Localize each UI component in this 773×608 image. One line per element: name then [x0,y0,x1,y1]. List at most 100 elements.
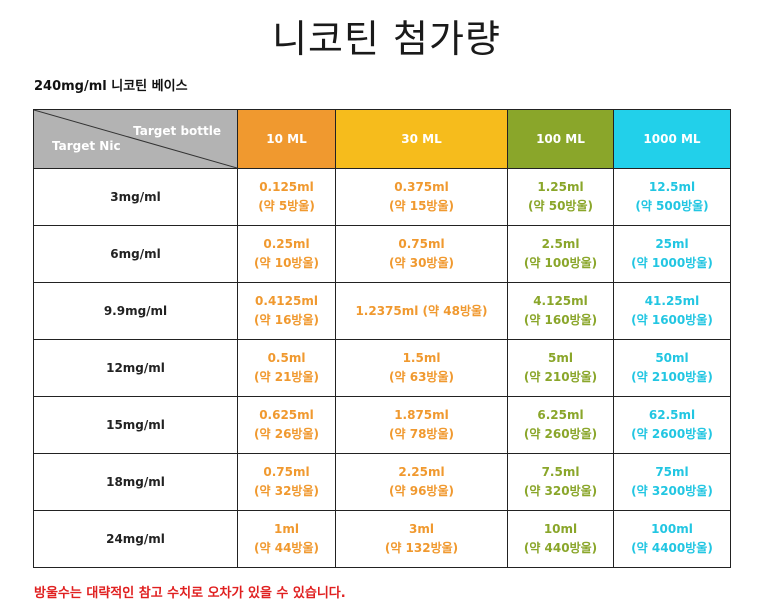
corner-header-cell: Target bottle Target Nic [33,109,238,169]
dose-amount: 1ml [274,522,299,536]
drop-count: (약 100방울) [523,256,598,270]
dose-cell: 0.4125ml (약 16방울) [237,282,336,340]
dose-amount: 0.625ml [259,408,314,422]
nicotine-table: Target bottle Target Nic 10 ML 30 ML 100… [33,109,731,568]
dose-cell: 75ml (약 3200방울) [613,453,731,511]
dose-cell: 2.25ml (약 96방울) [335,453,508,511]
dose-amount: 7.5ml [541,465,580,479]
drop-count: (약 21방울) [254,370,319,384]
drop-count: (약 32방울) [254,484,319,498]
target-nic-label: Target Nic [52,139,121,153]
drop-count: (약 26방울) [254,427,319,441]
drop-count: (약 30방울) [389,256,454,270]
column-header-30ml: 30 ML [335,109,508,169]
target-bottle-label: Target bottle [133,124,221,138]
dose-amount: 10ml [543,522,578,536]
table-row: 15mg/ml 0.625ml (약 26방울) 1.875ml (약 78방울) 6.2… [33,396,731,454]
dose-amount: 1.875ml [394,408,449,422]
table-row: 18mg/ml 0.75ml (약 32방울) 2.25ml (약 96방울) 7.5ml… [33,453,731,511]
dose-cell: 0.5ml (약 21방울) [237,339,336,397]
table-header-row: Target bottle Target Nic 10 ML 30 ML 100… [33,109,731,169]
dose-amount: 75ml [655,465,689,479]
drop-count: (약 50방울) [528,199,593,213]
dose-cell: 7.5ml (약 320방울) [507,453,614,511]
dose-cell: 4.125ml (약 160방울) [507,282,614,340]
dose-cell: 1.25ml (약 50방울) [507,168,614,226]
dose-cell: 0.625ml (약 26방울) [237,396,336,454]
dose-cell: 62.5ml (약 2600방울) [613,396,731,454]
dose-amount: 12.5ml [648,180,696,194]
dose-amount: 2.5ml [541,237,580,251]
dose-amount: 6.25ml [537,408,584,422]
drop-count: (약 2100방울) [631,370,713,384]
dose-amount: 25ml [655,237,689,251]
dose-amount: 62.5ml [648,408,696,422]
drop-count: (약 210방울) [523,370,598,384]
table-row: 12mg/ml 0.5ml (약 21방울) 1.5ml (약 63방울) 5ml (약 2… [33,339,731,397]
dose-cell: 10ml (약 440방울) [507,510,614,568]
dose-cell: 1ml (약 44방울) [237,510,336,568]
dose-amount: 1.5ml [402,351,441,365]
drop-count: (약 1600방울) [631,313,713,327]
dose-amount: 50ml [655,351,689,365]
dose-cell: 0.25ml (약 10방울) [237,225,336,283]
dose-cell: 50ml (약 2100방울) [613,339,731,397]
dose-amount: 0.75ml [263,465,310,479]
dose-amount: 41.25ml [644,294,700,308]
nicotine-level-cell: 3mg/ml [33,168,238,226]
drop-count: (약 44방울) [254,541,319,555]
dose-cell: 1.2375ml (약 48방울) [335,282,508,340]
dose-amount: 4.125ml [533,294,588,308]
dose-amount: 1.25ml [537,180,584,194]
dose-amount: 0.375ml [394,180,449,194]
dose-cell: 0.125ml (약 5방울) [237,168,336,226]
dose-cell: 0.75ml (약 32방울) [237,453,336,511]
dose-cell: 1.875ml (약 78방울) [335,396,508,454]
dose-cell: 100ml (약 4400방울) [613,510,731,568]
drop-count: (약 320방울) [523,484,598,498]
dose-amount: 100ml [651,522,693,536]
dose-cell: 3ml (약 132방울) [335,510,508,568]
drop-count: (약 63방울) [389,370,454,384]
table-row: 6mg/ml 0.25ml (약 10방울) 0.75ml (약 30방울) 2.5ml (… [33,225,731,283]
column-header-10ml: 10 ML [237,109,336,169]
drop-count: (약 16방울) [254,313,319,327]
dose-amount: 3ml [409,522,434,536]
drop-count: (약 96방울) [389,484,454,498]
disclaimer-note: 방울수는 대략적인 참고 수치로 오차가 있을 수 있습니다. [34,586,346,601]
dose-cell: 25ml (약 1000방울) [613,225,731,283]
drop-count: (약 440방울) [523,541,598,555]
drop-count: (약 1000방울) [631,256,713,270]
page-title: 니코틴 첨가량 [272,17,501,61]
drop-count: (약 2600방울) [631,427,713,441]
table-row: 3mg/ml 0.125ml (약 5방울) 0.375ml (약 15방울) 1.25m… [33,168,731,226]
drop-count: (약 132방울) [384,541,459,555]
diagonal-divider [34,110,237,168]
dose-cell: 0.375ml (약 15방울) [335,168,508,226]
dose-amount: 0.75ml [398,237,445,251]
nicotine-level-cell: 12mg/ml [33,339,238,397]
drop-count: (약 5방울) [258,199,315,213]
dose-cell: 2.5ml (약 100방울) [507,225,614,283]
nicotine-level-cell: 24mg/ml [33,510,238,568]
dose-amount: 1.2375ml (약 48방울) [355,303,488,318]
drop-count: (약 160방울) [523,313,598,327]
dose-cell: 1.5ml (약 63방울) [335,339,508,397]
nicotine-level-cell: 9.9mg/ml [33,282,238,340]
drop-count: (약 260방울) [523,427,598,441]
drop-count: (약 15방울) [389,199,454,213]
dose-amount: 0.125ml [259,180,314,194]
drop-count: (약 10방울) [254,256,319,270]
dose-cell: 0.75ml (약 30방울) [335,225,508,283]
dose-amount: 0.25ml [263,237,310,251]
dose-amount: 2.25ml [398,465,445,479]
base-subtitle: 240mg/ml 니코틴 베이스 [34,79,188,94]
dose-amount: 0.4125ml [255,294,318,308]
nicotine-level-cell: 18mg/ml [33,453,238,511]
dose-amount: 0.5ml [267,351,306,365]
dose-cell: 6.25ml (약 260방울) [507,396,614,454]
dose-cell: 12.5ml (약 500방울) [613,168,731,226]
dose-amount: 5ml [548,351,573,365]
nicotine-level-cell: 6mg/ml [33,225,238,283]
dose-cell: 41.25ml (약 1600방울) [613,282,731,340]
